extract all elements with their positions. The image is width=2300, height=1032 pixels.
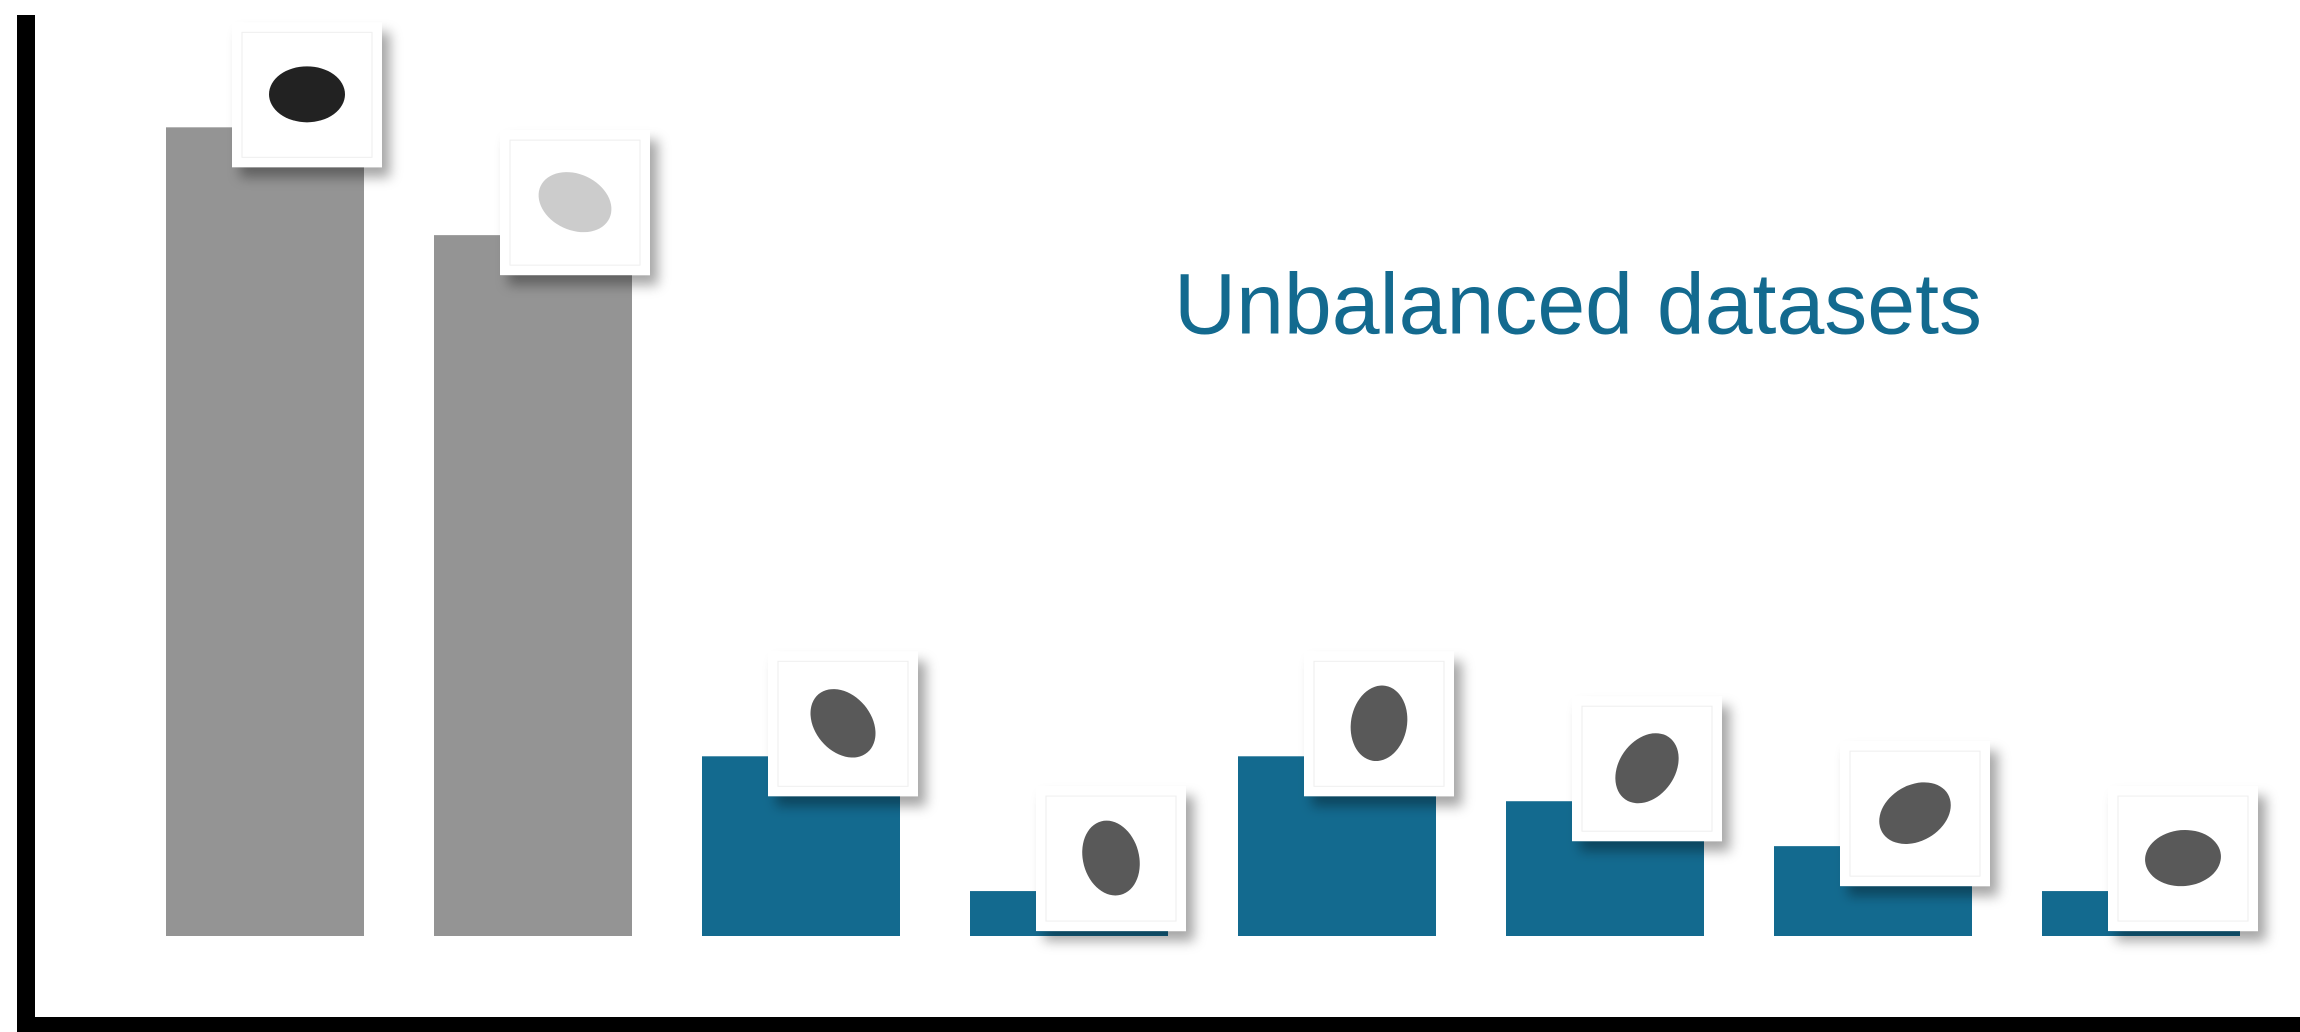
thumbnail-frame — [1849, 750, 1981, 877]
specimen — [1350, 685, 1408, 762]
thumbnail-frame — [1581, 705, 1713, 832]
bar — [434, 235, 632, 936]
thumbnail-frame — [509, 139, 641, 266]
specimen — [2145, 829, 2221, 887]
thumbnail — [1304, 651, 1454, 797]
thumbnail — [2108, 786, 2258, 932]
x-axis — [17, 1017, 2300, 1032]
thumbnail-frame — [2117, 795, 2249, 922]
thumbnail — [1572, 696, 1722, 842]
chart-title: Unbalanced datasets — [1174, 257, 1982, 353]
thumbnail — [1036, 786, 1186, 932]
thumbnail-frame — [777, 660, 909, 787]
bar — [166, 127, 364, 936]
specimen — [538, 172, 612, 233]
y-axis — [17, 15, 35, 1032]
specimen — [269, 66, 345, 123]
thumbnail-frame — [241, 31, 373, 158]
thumbnail-frame — [1313, 660, 1445, 787]
thumbnail — [500, 130, 650, 276]
specimen — [1082, 820, 1140, 896]
specimen — [1879, 782, 1951, 844]
specimen — [1615, 733, 1679, 804]
thumbnail — [1840, 741, 1990, 887]
thumbnail-frame — [1045, 795, 1177, 922]
specimen — [810, 689, 876, 758]
thumbnail — [232, 22, 382, 168]
thumbnail — [768, 651, 918, 797]
